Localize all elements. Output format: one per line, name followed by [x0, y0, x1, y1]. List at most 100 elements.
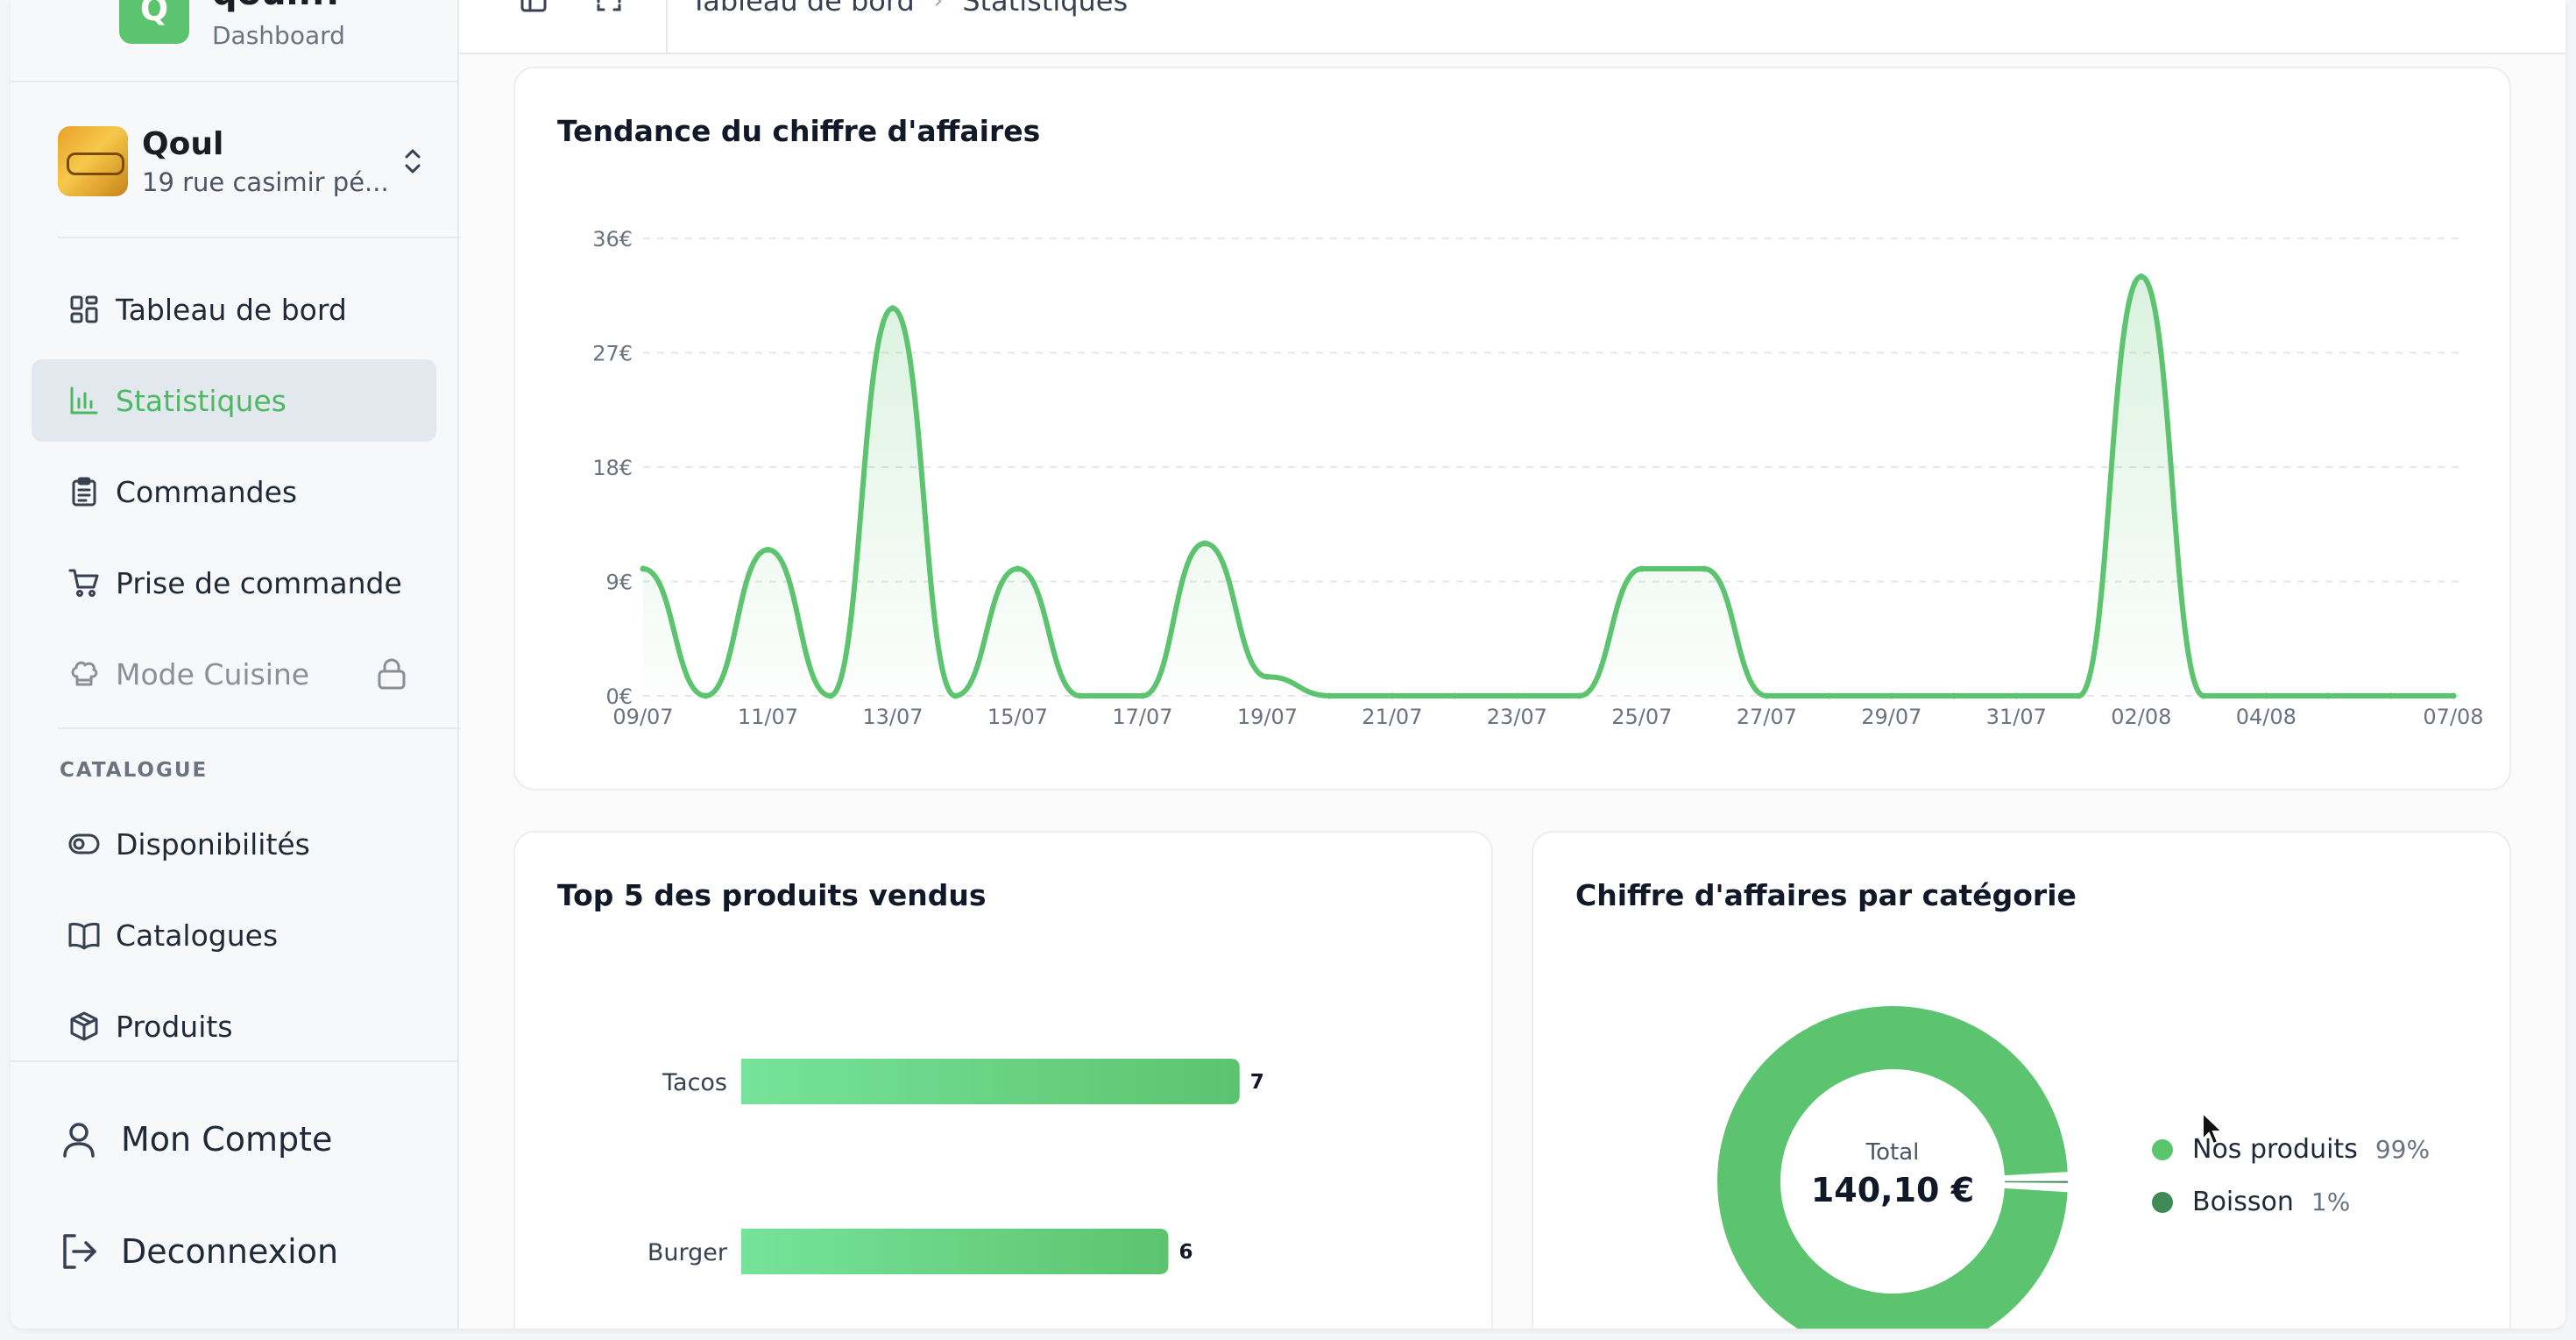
- sidebar-item-statistics[interactable]: Statistiques: [32, 359, 436, 442]
- revenue-trend-chart: 0€ 9€ 18€ 27€ 36€ 09/07 11/07 13/07 15/07 17/07 19…: [592, 227, 2483, 729]
- data-point: [2262, 692, 2269, 699]
- divider: [11, 1060, 457, 1062]
- legend-percent: 1%: [2311, 1188, 2351, 1216]
- x-tick-label: 04/08: [2236, 705, 2296, 729]
- data-point: [2013, 692, 2020, 699]
- y-tick-label: 18€: [592, 456, 633, 480]
- revenue-by-category-card: Chiffre d'affaires par catégorie Total 1…: [1532, 831, 2511, 1329]
- brand[interactable]: Q qoul.fr Dashboard: [119, 0, 345, 79]
- breadcrumb-link-dashboard[interactable]: Tableau de bord: [690, 0, 915, 18]
- y-tick-label: 36€: [592, 227, 633, 252]
- top-products-chart: Tacos 7 Burger 6: [648, 1059, 1264, 1274]
- x-tick-label: 21/07: [1362, 705, 1422, 729]
- sidebar-item-label: Catalogues: [116, 918, 279, 953]
- chef-hat-icon: [68, 658, 100, 690]
- logout-icon: [58, 1230, 100, 1273]
- top-bar: Tableau de bord › Statistiques: [459, 0, 2565, 54]
- package-icon: [68, 1010, 100, 1042]
- data-point: [1701, 565, 1708, 572]
- brand-subtitle: Dashboard: [212, 21, 345, 50]
- sidebar-toggle-icon[interactable]: [520, 0, 552, 16]
- lock-icon: [375, 657, 408, 691]
- y-tick-label: 27€: [592, 342, 633, 366]
- sidebar-item-label: Disponibilités: [116, 826, 310, 861]
- dashboard-grid-icon: [68, 294, 100, 325]
- toggle-icon: [68, 828, 100, 860]
- bar-category-label: Tacos: [662, 1069, 727, 1096]
- store-switcher[interactable]: Qoul 19 rue casimir pé...: [58, 117, 426, 205]
- x-tick-label: 02/08: [2111, 705, 2171, 729]
- legend-swatch: [2152, 1191, 2173, 1213]
- data-point: [1576, 692, 1583, 699]
- chevron-right-icon: ›: [933, 0, 944, 14]
- catalogue-section-label: CATALOGUE: [60, 759, 209, 782]
- donut-total-value: 140,10 €: [1810, 1171, 1975, 1209]
- data-point: [1201, 540, 1208, 547]
- x-tick-label: 27/07: [1737, 705, 1797, 729]
- bar-category-label: Burger: [648, 1239, 728, 1266]
- data-point: [952, 692, 959, 699]
- x-tick-label: 19/07: [1237, 705, 1298, 729]
- bar-chart-icon: [68, 385, 100, 416]
- x-tick-label: 13/07: [862, 705, 923, 729]
- sidebar-item-kitchen-mode[interactable]: Mode Cuisine: [32, 633, 436, 715]
- sidebar-item-dashboard[interactable]: Tableau de bord: [32, 268, 436, 351]
- data-point: [1451, 692, 1458, 699]
- category-donut-chart: [1717, 1006, 2069, 1329]
- divider: [58, 237, 461, 238]
- legend-item[interactable]: Boisson 1%: [2152, 1187, 2350, 1217]
- data-point: [640, 565, 647, 572]
- data-point: [1513, 692, 1520, 699]
- breadcrumb: Tableau de bord › Statistiques: [690, 0, 1128, 18]
- app-frame: Q qoul.fr Dashboard Qoul 19 rue casimir …: [11, 0, 2565, 1329]
- sidebar: Q qoul.fr Dashboard Qoul 19 rue casimir …: [11, 0, 461, 1329]
- x-tick-label: 09/07: [612, 705, 673, 729]
- data-point: [2450, 692, 2457, 699]
- x-tick-label: 15/07: [987, 705, 1048, 729]
- sidebar-item-availability[interactable]: Disponibilités: [32, 803, 436, 885]
- x-tick-label: 17/07: [1112, 705, 1172, 729]
- chevron-up-down-icon[interactable]: [400, 144, 426, 179]
- sidebar-item-label: Produits: [116, 1009, 233, 1044]
- area-fill: [643, 276, 2453, 696]
- x-tick-label: 23/07: [1487, 705, 1547, 729]
- bar: [741, 1059, 1240, 1104]
- data-point: [827, 692, 834, 699]
- data-point: [1763, 692, 1770, 699]
- sidebar-item-label: Mode Cuisine: [116, 656, 310, 691]
- divider: [666, 0, 668, 53]
- breadcrumb-current: Statistiques: [962, 0, 1129, 18]
- sidebar-item-products[interactable]: Produits: [32, 985, 436, 1067]
- sidebar-item-label: Prise de commande: [116, 565, 402, 600]
- data-point: [1263, 673, 1270, 680]
- data-point: [1888, 692, 1895, 699]
- pie-slice: [1717, 1006, 2068, 1329]
- store-avatar: [58, 126, 128, 196]
- data-point: [1014, 565, 1021, 572]
- mouse-cursor-icon: [2202, 1111, 2225, 1145]
- data-point: [2325, 692, 2332, 699]
- data-point: [1389, 692, 1396, 699]
- bar: [741, 1229, 1169, 1274]
- sidebar-item-catalogues[interactable]: Catalogues: [32, 894, 436, 976]
- revenue-trend-card: Tendance du chiffre d'affaires 0€ 9€ 18€ 27…: [513, 67, 2511, 791]
- data-point: [702, 692, 709, 699]
- data-point: [889, 305, 896, 312]
- account-link[interactable]: Mon Compte: [58, 1104, 332, 1174]
- legend-item[interactable]: Nos produits 99%: [2152, 1134, 2430, 1165]
- data-point: [1139, 692, 1146, 699]
- book-icon: [68, 919, 100, 951]
- brand-name: qoul.fr: [212, 0, 345, 12]
- bar-value-label: 7: [1250, 1071, 1264, 1094]
- logout-button[interactable]: Deconnexion: [58, 1216, 338, 1287]
- sidebar-item-orders[interactable]: Commandes: [32, 450, 436, 533]
- sidebar-item-order-taking[interactable]: Prise de commande: [32, 542, 436, 624]
- data-point: [2076, 692, 2083, 699]
- x-tick-label: 31/07: [1986, 705, 2047, 729]
- store-address: 19 rue casimir pé...: [142, 167, 389, 197]
- divider: [11, 81, 457, 82]
- fullscreen-icon[interactable]: [596, 0, 627, 16]
- legend-label: Nos produits: [2192, 1134, 2358, 1165]
- data-point: [2138, 273, 2145, 280]
- cart-icon: [68, 567, 100, 599]
